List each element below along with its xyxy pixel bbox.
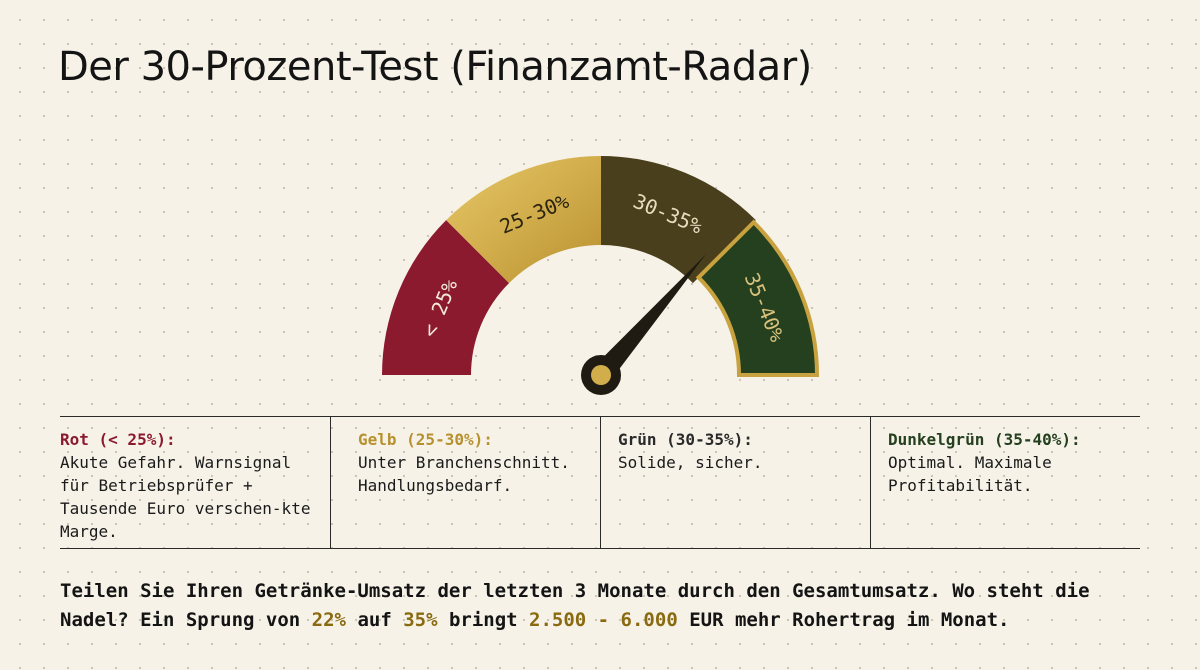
footer-part-4: EUR mehr Rohertrag im Monat. [677,609,1010,631]
legend-cell-yellow: Gelb (25-30%): Unter Branchenschnitt. Ha… [330,417,600,548]
legend-table: Rot (< 25%): Akute Gefahr. Warnsignal fü… [60,416,1140,549]
footer-highlight-to: 35% [403,609,438,631]
legend-cell-darkgreen: Dunkelgrün (35-40%): Optimal. Maximale P… [870,417,1140,548]
footer-part-2: auf [346,609,404,631]
legend-cell-green: Grün (30-35%): Solide, sicher. [600,417,870,548]
legend-heading-green: Grün (30-35%): [618,430,753,449]
gauge-needle [592,254,706,383]
legend-heading-red: Rot (< 25%): [60,430,176,449]
footer-part-3: bringt [437,609,530,631]
page-title: Der 30-Prozent-Test (Finanzamt-Radar) [58,44,812,90]
legend-text-darkgreen: Optimal. Maximale Profitabilität. [888,453,1052,495]
legend-text-green: Solide, sicher. [618,453,763,472]
footer-highlight-amount: 2.500 - 6.000 [529,609,678,631]
legend-heading-darkgreen: Dunkelgrün (35-40%): [888,430,1081,449]
gauge-segment-red [382,220,510,375]
legend-cell-red: Rot (< 25%): Akute Gefahr. Warnsignal fü… [60,417,330,548]
footer-highlight-from: 22% [311,609,346,631]
gauge-segment-olive [601,156,756,284]
gauge: < 25%25-30% 30-35%35-40% [382,156,820,395]
legend-text-red: Akute Gefahr. Warnsignal für Betriebsprü… [60,453,311,541]
footer-text: Teilen Sie Ihren Getränke-Umsatz der let… [60,577,1150,635]
legend-text-yellow: Unter Branchenschnitt. Handlungsbedarf. [358,453,570,495]
gauge-hub-center [591,365,611,385]
gauge-segment-darkgreen [695,219,820,377]
legend-heading-yellow: Gelb (25-30%): [358,430,493,449]
footer-part-1: Teilen Sie Ihren Getränke-Umsatz der let… [60,580,1090,631]
gauge-segment-yellow [446,156,601,284]
